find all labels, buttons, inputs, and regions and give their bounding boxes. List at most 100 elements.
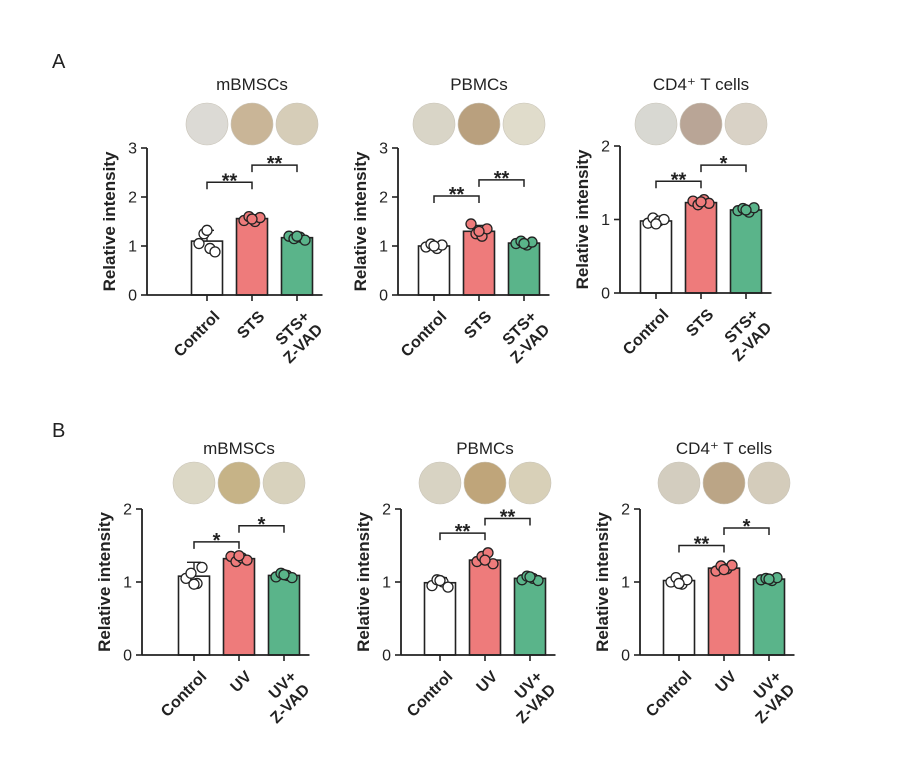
stain-swatch-3 [502,102,546,146]
data-point [479,554,491,566]
category-label: STS+Z-VAD [268,308,327,367]
chart-b-2: PBMCs Relative intensity 0 1 2 Control UV UV+Z-… [354,439,559,727]
chart-b-3: CD4⁺ T cells Relative intensity 0 1 2 Control… [593,439,798,727]
chart-title: mBMSCs [203,439,275,458]
y-tick-label: 1 [382,575,391,592]
stain-swatch-3 [275,102,319,146]
bar-1 [417,245,451,296]
bar-2 [235,217,269,296]
y-tick-label: 2 [621,502,630,519]
data-point [278,569,290,581]
bar-2 [707,567,741,656]
significance-label: * [213,530,221,552]
bar-2 [222,557,256,656]
bar-3 [729,209,763,294]
chart-title: PBMCs [450,75,508,94]
y-tick-label: 2 [123,502,132,519]
stain-swatch-2 [679,102,723,146]
data-point [763,573,775,585]
chart-a-2: PBMCs Relative intensity 0 1 2 3 Control STS STS… [351,75,553,367]
y-tick-label: 2 [601,139,610,156]
data-point [718,563,730,576]
category-label: STS+Z-VAD [495,308,554,367]
y-tick-label: 3 [379,141,388,158]
data-point [465,218,477,230]
significance-label: ** [694,534,710,556]
bar-2 [684,201,718,294]
y-tick-label: 0 [379,288,388,305]
category-label-line: UV [474,668,502,696]
significance-bracket [439,532,486,541]
y-axis-label: Relative intensity [100,151,119,291]
data-point [233,550,245,562]
category-label: STS+Z-VAD [717,306,776,365]
category-label: STS [683,306,717,340]
significance-label: ** [494,168,510,190]
significance-bracket [484,517,531,526]
category-label: UV+Z-VAD [501,668,560,727]
category-label: Control [620,306,672,358]
y-axis-label: Relative intensity [573,149,592,289]
y-tick-label: 1 [123,575,132,592]
stain-swatch-2 [457,102,501,146]
significance-bracket [723,527,770,535]
stain-swatch-1 [418,461,462,505]
bar-3 [280,236,314,296]
bar-1 [423,581,457,656]
category-label-line: Control [158,668,210,720]
category-label: UV+Z-VAD [255,668,314,727]
category-label-line: STS [234,308,268,342]
data-point [695,196,707,208]
bar-3 [507,242,541,296]
y-axis-label: Relative intensity [593,512,612,652]
data-point [185,567,197,579]
category-label: Control [643,668,695,720]
y-tick-label: 2 [379,190,388,207]
category-label: UV [228,668,256,696]
stain-swatch-1 [412,102,456,146]
category-label: UV+Z-VAD [740,668,799,727]
category-label-line: Control [643,668,695,720]
y-tick-label: 1 [379,239,388,256]
y-axis-label: Relative intensity [95,512,114,652]
stain-swatch-3 [724,102,768,146]
category-label: STS [461,308,495,342]
significance-label: ** [222,170,238,192]
significance-label: ** [449,184,465,206]
data-point [246,213,258,225]
bar-1 [662,579,696,656]
stain-swatch-3 [747,461,791,505]
significance-bracket [433,195,480,204]
stain-swatch-1 [172,461,216,505]
y-axis-label: Relative intensity [354,512,373,652]
significance-label: ** [671,169,687,191]
y-tick-label: 3 [128,141,137,158]
chart-title: CD4⁺ T cells [676,439,772,458]
category-label-line: Control [171,308,223,360]
stain-swatch-1 [657,461,701,505]
data-point [188,578,200,590]
category-label-line: UV [713,668,741,696]
significance-bracket [251,164,298,173]
data-point [524,571,536,583]
data-point [650,218,662,230]
data-point [473,225,485,237]
data-point [442,581,454,593]
y-axis-label: Relative intensity [351,151,370,291]
category-label-line: UV [228,668,256,696]
category-label: Control [158,668,210,720]
significance-bracket [655,180,702,189]
significance-bracket [193,541,240,549]
chart-b-1: mBMSCs Relative intensity 0 1 2 Control UV UV+Z… [95,439,313,727]
chart-title: PBMCs [456,439,514,458]
significance-bracket [678,544,725,553]
stain-swatch-3 [508,461,552,505]
panel-label-a: A [52,51,66,73]
significance-label: ** [455,521,471,543]
y-tick-label: 0 [123,648,132,665]
y-tick-label: 2 [128,190,137,207]
chart-a-3: CD4⁺ T cells Relative intensity 0 1 2 Control… [573,75,775,365]
significance-label: * [258,514,266,536]
